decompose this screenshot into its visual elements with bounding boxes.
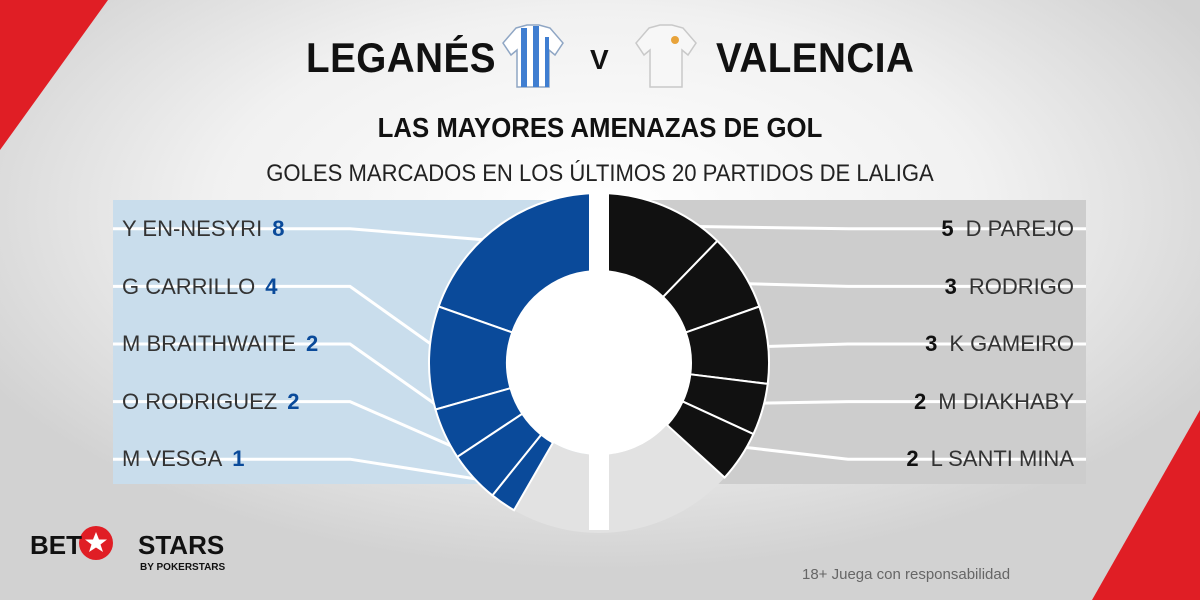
logo-text-stars: STARS	[138, 530, 225, 560]
away-player-row: 3 K GAMEIRO	[925, 319, 1074, 369]
home-player-row: Y EN-NESYRI 8	[122, 204, 284, 254]
away-player-row: 2 L SANTI MINA	[906, 434, 1074, 484]
chart-subtitle: GOLES MARCADOS EN LOS ÚLTIMOS 20 PARTIDO…	[266, 160, 934, 187]
chart-title: LAS MAYORES AMENAZAS DE GOL	[377, 112, 823, 143]
home-player-row: M BRAITHWAITE 2	[122, 319, 318, 369]
home-jersey-icon	[502, 24, 564, 88]
logo-text-bet: BET	[30, 530, 82, 560]
away-team-name: VALENCIA	[716, 34, 915, 81]
away-leader-line-5	[722, 443, 1086, 461]
away-leader-line-1	[654, 224, 1086, 231]
home-leader-line-1	[113, 227, 514, 244]
donut-divider	[589, 190, 609, 530]
player-name: M BRAITHWAITE	[122, 331, 296, 357]
home-leader-line-2	[113, 284, 452, 360]
away-leader-line-2	[723, 281, 1086, 288]
home-leader-line-3	[113, 342, 466, 427]
player-name: K GAMEIRO	[949, 331, 1074, 357]
away-player-row: 2 M DIAKHABY	[914, 377, 1074, 427]
chart-layer	[113, 190, 1086, 533]
player-name: RODRIGO	[968, 273, 1074, 299]
player-goals: 2	[305, 331, 319, 357]
player-name: Y EN-NESYRI	[122, 216, 263, 241]
away-jersey-icon	[635, 24, 697, 88]
away-player-row: 5 D PAREJO	[941, 204, 1074, 254]
player-goals: 1	[232, 446, 245, 472]
player-goals: 4	[265, 273, 278, 299]
versus-label: V	[590, 44, 609, 75]
responsible-gaming-note: 18+ Juega con responsabilidad	[802, 566, 1011, 583]
player-goals: 2	[906, 446, 919, 472]
logo-subline: BY POKERSTARS	[140, 562, 226, 573]
player-name: M DIAKHABY	[938, 388, 1074, 414]
away-leader-line-4	[741, 400, 1086, 406]
star-logo-icon	[79, 526, 113, 560]
away-leader-line-3	[746, 342, 1086, 349]
player-name: L SANTI MINA	[930, 446, 1074, 472]
corner-stripe-bottom-right	[1092, 410, 1200, 600]
player-goals: 5	[941, 216, 954, 241]
player-goals: 8	[272, 216, 285, 241]
player-name: M VESGA	[122, 446, 223, 472]
player-name: G CARRILLO	[122, 273, 256, 299]
corner-stripe-top-left	[0, 0, 108, 150]
player-goals: 2	[287, 388, 300, 414]
away-player-row: 3 RODRIGO	[945, 262, 1074, 312]
home-player-row: G CARRILLO 4	[122, 262, 278, 312]
home-leader-line-5	[113, 457, 516, 487]
player-goals: 3	[944, 273, 957, 299]
home-team-name: LEGANÉS	[306, 34, 497, 81]
home-leader-line-4	[113, 400, 491, 465]
home-player-row: O RODRIGUEZ 2	[122, 377, 299, 427]
player-goals: 2	[914, 388, 927, 414]
home-player-row: M VESGA 1	[122, 434, 245, 484]
player-name: D PAREJO	[965, 216, 1074, 241]
player-name: O RODRIGUEZ	[122, 388, 278, 414]
player-goals: 3	[925, 331, 938, 357]
